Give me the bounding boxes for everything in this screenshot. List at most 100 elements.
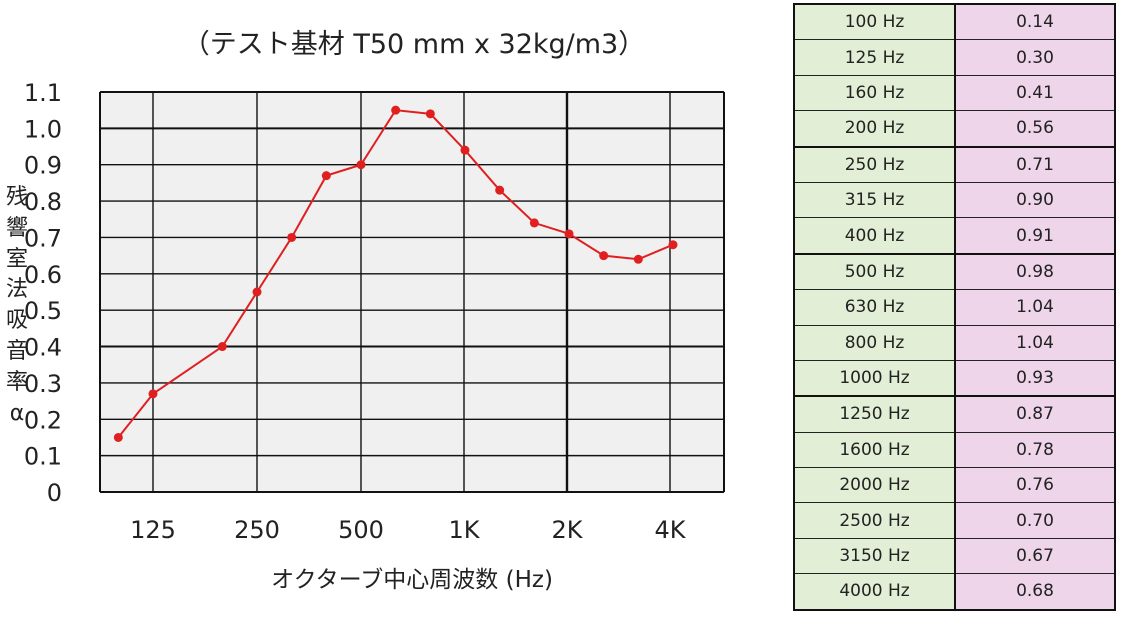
table-cell-value: 0.91 xyxy=(954,217,1116,255)
data-point xyxy=(495,185,505,195)
table-row: 800 Hz 1.04 xyxy=(793,324,1116,361)
data-point xyxy=(564,229,574,239)
table-row: 250 Hz 0.71 xyxy=(793,146,1116,183)
table-cell-value: 0.68 xyxy=(954,573,1116,611)
data-point xyxy=(252,287,262,297)
y-tick-label: 0.4 xyxy=(24,334,62,362)
y-tick-label: 0.6 xyxy=(24,261,62,289)
y-axis-label-char: 法 xyxy=(5,277,28,303)
y-tick-label: 1.1 xyxy=(24,79,62,107)
table-row: 400 Hz 0.91 xyxy=(793,217,1116,255)
table-cell-frequency: 3150 Hz xyxy=(793,537,956,575)
x-axis-label: オクターブ中心周波数 (Hz) xyxy=(271,567,553,593)
y-tick-label: 0.1 xyxy=(24,443,62,471)
table-cell-frequency: 1600 Hz xyxy=(793,431,956,469)
data-point xyxy=(113,432,123,442)
data-point xyxy=(217,342,227,352)
table-cell-value: 0.90 xyxy=(954,181,1116,219)
data-point xyxy=(529,218,539,228)
table-cell-value: 0.14 xyxy=(954,3,1116,41)
x-tick-label: 125 xyxy=(130,516,176,544)
table-cell-frequency: 125 Hz xyxy=(793,39,956,76)
table-cell-value: 0.98 xyxy=(954,253,1116,291)
y-axis-label-char: 室 xyxy=(5,246,28,272)
table-row: 315 Hz 0.90 xyxy=(793,181,1116,219)
table-row: 630 Hz 1.04 xyxy=(793,289,1116,326)
table-cell-value: 0.78 xyxy=(954,431,1116,469)
chart-title: （テスト基材 T50 mm x 32kg/m3） xyxy=(182,29,646,60)
x-tick-label: 500 xyxy=(338,516,384,544)
table-cell-frequency: 2500 Hz xyxy=(793,502,956,539)
y-tick-label: 0.9 xyxy=(24,152,62,180)
y-tick-label: 0.5 xyxy=(24,297,62,325)
table-cell-frequency: 160 Hz xyxy=(793,74,956,112)
table-row: 4000 Hz 0.68 xyxy=(793,573,1116,611)
table-cell-value: 1.04 xyxy=(954,289,1116,326)
table-row: 160 Hz 0.41 xyxy=(793,74,1116,112)
table-cell-value: 0.41 xyxy=(954,74,1116,112)
table-cell-frequency: 200 Hz xyxy=(793,110,956,148)
table-cell-frequency: 1250 Hz xyxy=(793,395,956,433)
table-cell-frequency: 4000 Hz xyxy=(793,573,956,611)
table-cell-value: 0.56 xyxy=(954,110,1116,148)
table-row: 125 Hz 0.30 xyxy=(793,39,1116,76)
data-point xyxy=(356,160,366,170)
table-row: 3150 Hz 0.67 xyxy=(793,537,1116,575)
y-axis-label-char: 響 xyxy=(5,215,28,241)
table-cell-frequency: 250 Hz xyxy=(793,146,956,183)
data-point xyxy=(425,109,435,119)
data-point xyxy=(391,105,401,115)
table-row: 100 Hz 0.14 xyxy=(793,3,1116,41)
data-point xyxy=(148,389,158,399)
x-tick-label: 2K xyxy=(551,516,583,544)
table-cell-value: 0.30 xyxy=(954,39,1116,76)
plot-background xyxy=(100,92,724,492)
y-axis-label-char: α xyxy=(9,400,25,426)
data-point xyxy=(321,171,331,181)
y-tick-label: 0.7 xyxy=(24,224,62,252)
table-cell-value: 0.93 xyxy=(954,359,1116,398)
table-cell-value: 0.76 xyxy=(954,467,1116,504)
y-tick-label: 0.3 xyxy=(24,370,62,398)
table-cell-frequency: 630 Hz xyxy=(793,289,956,326)
data-point xyxy=(668,240,678,250)
table-cell-value: 1.04 xyxy=(954,324,1116,361)
y-tick-label: 0.8 xyxy=(24,188,62,216)
data-point xyxy=(287,232,297,242)
table-cell-value: 0.87 xyxy=(954,395,1116,433)
data-point xyxy=(599,251,609,261)
y-tick-label: 0.2 xyxy=(24,406,62,434)
table-row: 2000 Hz 0.76 xyxy=(793,467,1116,504)
table-cell-frequency: 500 Hz xyxy=(793,253,956,291)
y-axis-label-char: 音 xyxy=(5,338,28,364)
y-axis-label-char: 率 xyxy=(5,369,28,395)
table-cell-frequency: 800 Hz xyxy=(793,324,956,361)
x-tick-label: 4K xyxy=(654,516,686,544)
table-row: 1000 Hz 0.93 xyxy=(793,359,1116,398)
table-row: 1600 Hz 0.78 xyxy=(793,431,1116,469)
table-cell-frequency: 100 Hz xyxy=(793,3,956,41)
table-cell-value: 0.67 xyxy=(954,537,1116,575)
table-cell-frequency: 1000 Hz xyxy=(793,359,956,398)
table-cell-frequency: 400 Hz xyxy=(793,217,956,255)
data-table: 100 Hz 0.14 125 Hz 0.30 160 Hz 0.41 200 Hz 0.56… xyxy=(793,3,1116,611)
data-point xyxy=(633,254,643,264)
table-cell-value: 0.70 xyxy=(954,502,1116,539)
table-row: 1250 Hz 0.87 xyxy=(793,395,1116,433)
series-line xyxy=(117,109,674,439)
x-tick-label: 1K xyxy=(448,516,480,544)
table-cell-value: 0.71 xyxy=(954,146,1116,183)
table-row: 2500 Hz 0.70 xyxy=(793,502,1116,539)
data-point xyxy=(460,145,470,155)
x-tick-label: 250 xyxy=(234,516,280,544)
table-cell-frequency: 2000 Hz xyxy=(793,467,956,504)
table-cell-frequency: 315 Hz xyxy=(793,181,956,219)
y-axis-label-char: 吸 xyxy=(5,308,28,334)
y-tick-label: 0 xyxy=(47,479,62,507)
y-axis-label-char: 残 xyxy=(5,185,28,210)
table-row: 500 Hz 0.98 xyxy=(793,253,1116,291)
y-tick-label: 1.0 xyxy=(24,115,62,143)
table-row: 200 Hz 0.56 xyxy=(793,110,1116,148)
